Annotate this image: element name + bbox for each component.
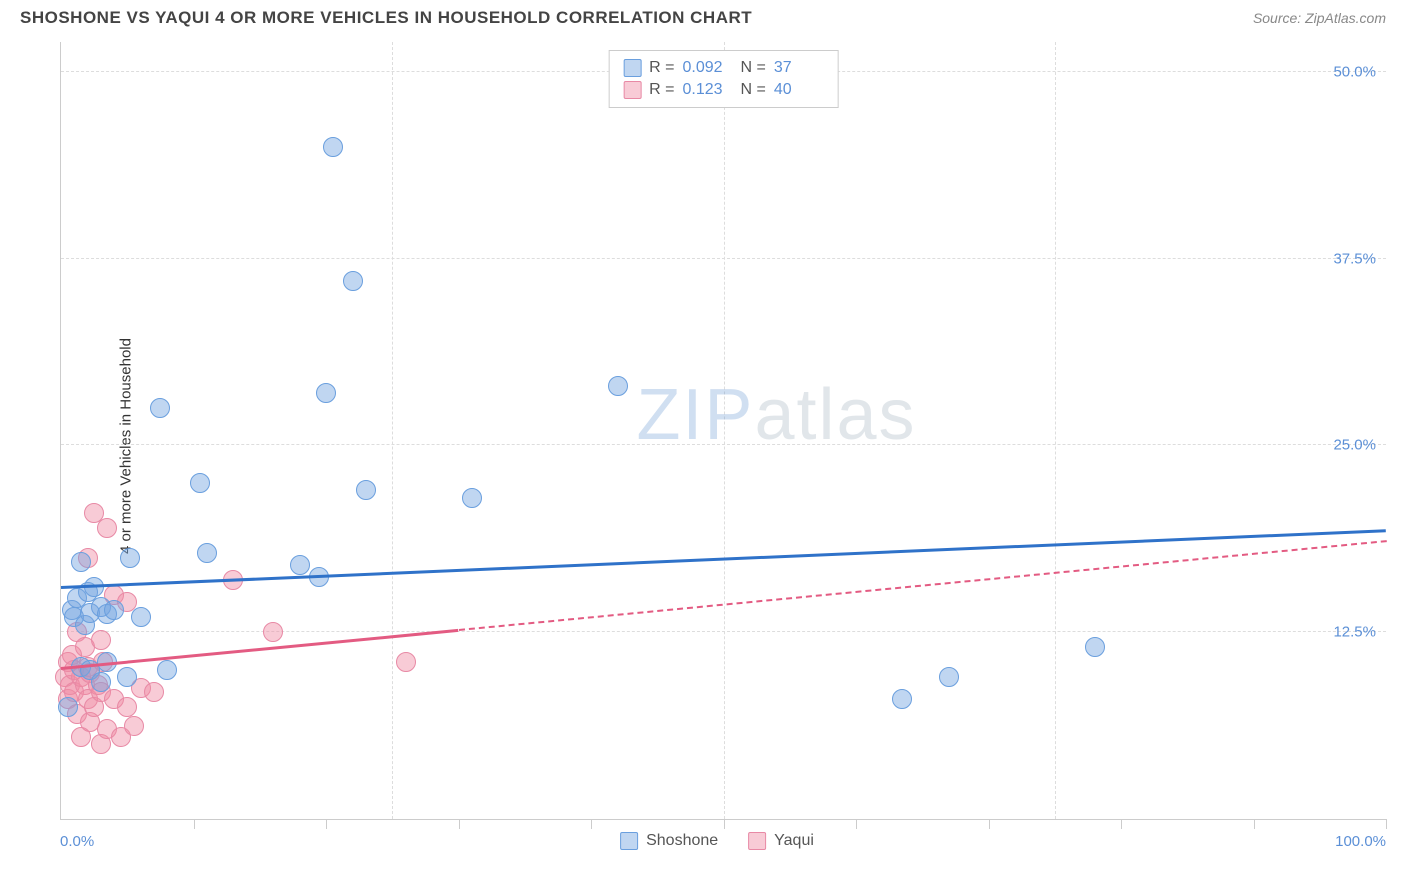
yaqui-swatch [748,832,766,850]
x-tick [591,819,592,829]
data-point-shoshone [157,660,177,680]
data-point-shoshone [131,607,151,627]
trend-line-yaqui [458,541,1386,632]
data-point-shoshone [343,271,363,291]
legend-row-shoshone: R = 0.092 N = 37 [623,57,824,79]
x-tick [1254,819,1255,829]
y-tick-label: 12.5% [1333,624,1376,641]
shoshone-swatch [620,832,638,850]
data-point-shoshone [1085,637,1105,657]
data-point-shoshone [608,376,628,396]
data-point-yaqui [144,682,164,702]
source-label: Source: ZipAtlas.com [1253,10,1386,26]
y-tick-label: 50.0% [1333,63,1376,80]
y-tick-label: 37.5% [1333,250,1376,267]
chart-title: SHOSHONE VS YAQUI 4 OR MORE VEHICLES IN … [20,8,752,28]
x-gridline [724,42,725,819]
data-point-shoshone [150,398,170,418]
data-point-shoshone [58,697,78,717]
data-point-shoshone [120,548,140,568]
data-point-shoshone [91,672,111,692]
x-axis-max-label: 100.0% [1335,833,1386,850]
data-point-shoshone [190,473,210,493]
legend-row-yaqui: R = 0.123 N = 40 [623,79,824,101]
x-tick [856,819,857,829]
x-tick [989,819,990,829]
data-point-shoshone [197,543,217,563]
x-tick [1121,819,1122,829]
plot-area: ZIPatlas R = 0.092 N = 37 R = 0.123 N = … [60,42,1386,820]
series-legend: Shoshone Yaqui [620,832,814,850]
y-tick-label: 25.0% [1333,437,1376,454]
data-point-shoshone [939,667,959,687]
legend-item-yaqui: Yaqui [748,832,814,850]
data-point-yaqui [97,518,117,538]
data-point-shoshone [356,480,376,500]
x-tick [326,819,327,829]
data-point-shoshone [323,137,343,157]
data-point-shoshone [71,552,91,572]
data-point-shoshone [462,488,482,508]
data-point-shoshone [104,600,124,620]
yaqui-swatch [623,81,641,99]
data-point-shoshone [290,555,310,575]
data-point-yaqui [124,716,144,736]
data-point-yaqui [263,622,283,642]
x-tick [194,819,195,829]
data-point-shoshone [117,667,137,687]
x-gridline [1055,42,1056,819]
x-gridline [392,42,393,819]
data-point-yaqui [396,652,416,672]
data-point-yaqui [91,630,111,650]
x-axis-min-label: 0.0% [60,833,94,850]
data-point-shoshone [316,383,336,403]
legend-item-shoshone: Shoshone [620,832,718,850]
data-point-shoshone [892,689,912,709]
x-tick [459,819,460,829]
shoshone-swatch [623,59,641,77]
data-point-yaqui [117,697,137,717]
correlation-legend: R = 0.092 N = 37 R = 0.123 N = 40 [608,50,839,108]
x-tick [724,819,725,829]
x-tick [1386,819,1387,829]
chart-container: 4 or more Vehicles in Household ZIPatlas… [48,42,1386,850]
